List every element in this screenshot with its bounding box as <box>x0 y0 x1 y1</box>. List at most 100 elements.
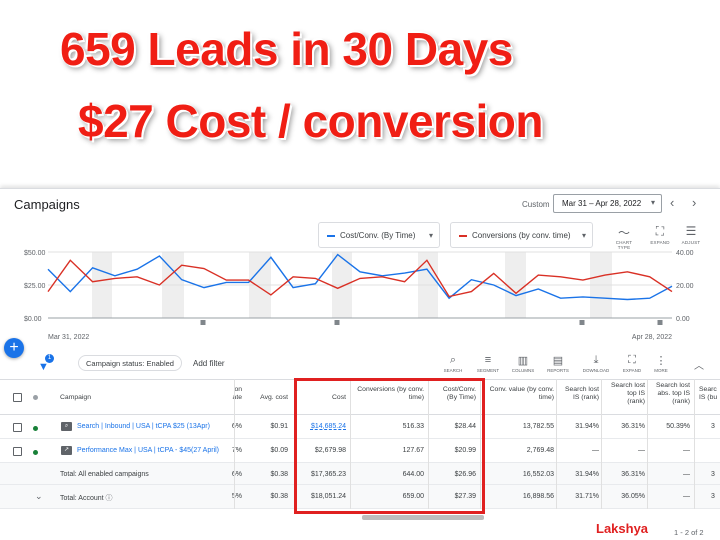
header-text: Search lost <box>610 382 645 389</box>
expand-chevron-icon[interactable]: ⌄ <box>35 491 43 501</box>
chart-adjust-button[interactable]: ☰ ADJUST <box>676 224 706 245</box>
table-expand-button[interactable]: ⛶ EXPAND <box>617 354 647 373</box>
column-divider <box>480 379 481 509</box>
search-button[interactable]: ⌕ SEARCH <box>438 354 468 373</box>
cell-partial: 6% <box>231 471 242 478</box>
cell-cost-per-conv: $26.96 <box>454 471 476 478</box>
segment-label: SEGMENT <box>476 368 500 373</box>
total-row-enabled: Total: All enabled campaigns 6% $0.38 $1… <box>0 463 720 485</box>
metric-label-cost-per-conv: Cost/Conv. (By Time) <box>340 231 416 240</box>
expand-icon: ⛶ <box>628 354 636 366</box>
filter-icon[interactable]: ▼ <box>38 361 49 373</box>
cell-cost[interactable]: $14,685.24 <box>310 423 346 430</box>
right-tick-label: 20.00 <box>676 283 694 290</box>
cell-lost-top: 36.05% <box>621 493 645 500</box>
column-header-search-lost-top[interactable]: Search lost top IS (rank) <box>603 382 645 406</box>
cell-cost: $2,679.98 <box>314 447 346 454</box>
column-divider <box>601 379 602 509</box>
table-row[interactable]: ⌕ Search | Inbound | USA | tCPA $25 (13A… <box>0 415 720 439</box>
red-swatch <box>459 234 467 237</box>
cell-lost-top: — <box>638 447 645 454</box>
metric-selector-cost-per-conv[interactable]: Cost/Conv. (By Time) ▾ <box>318 222 440 248</box>
row-checkbox[interactable] <box>13 423 22 432</box>
cell-lost-top: 36.31% <box>621 423 645 430</box>
column-header-avg-cost[interactable]: Avg. cost <box>260 394 288 401</box>
search-campaign-icon: ⌕ <box>61 422 72 431</box>
headline-cost-per-conversion: $27 Cost / conversion <box>78 95 544 147</box>
cell-lost-abs: — <box>683 493 690 500</box>
help-icon[interactable]: ⓘ <box>105 495 113 502</box>
cell-conv-value: 16,552.03 <box>522 471 554 478</box>
select-all-checkbox[interactable] <box>13 393 22 402</box>
left-tick-label: $25.00 <box>24 283 46 290</box>
more-icon: ⋮ <box>655 355 667 367</box>
caret-down-icon: ▾ <box>650 198 655 207</box>
cell-avg-cost: $0.38 <box>270 493 288 500</box>
cell-partial: 6% <box>231 423 242 430</box>
segment-button[interactable]: ≡ SEGMENT <box>473 354 503 373</box>
header-text: time) <box>538 394 554 401</box>
cell-conversions: 644.00 <box>402 471 424 478</box>
reports-button[interactable]: ▤ REPORTS <box>543 354 573 373</box>
cell-conv-value: 16,898.56 <box>522 493 554 500</box>
annotation-marker <box>200 320 206 325</box>
chevron-left-icon[interactable]: ‹ <box>670 195 675 210</box>
campaigns-header: Campaigns Custom Mar 31 – Apr 28, 2022 ▾… <box>0 189 720 219</box>
header-text: Searc <box>699 386 717 393</box>
date-range-picker[interactable]: Mar 31 – Apr 28, 2022 ▾ <box>553 194 662 213</box>
pagination-text: 1 - 2 of 2 <box>674 528 704 537</box>
column-divider <box>350 379 351 509</box>
cell-cost: $18,051.24 <box>310 493 346 500</box>
chevron-up-icon[interactable]: ︿ <box>694 361 704 372</box>
chart-type-button[interactable]: 〜 CHART TYPE <box>609 224 639 250</box>
column-header-search-partial[interactable]: Searc IS (bu <box>699 386 717 402</box>
metric-selector-conversions[interactable]: Conversions (by conv. time) ▾ <box>450 222 593 248</box>
column-header-cost[interactable]: Cost <box>332 394 346 401</box>
performance-max-icon: ↗ <box>61 446 72 455</box>
column-header-campaign[interactable]: Campaign <box>60 394 91 401</box>
table-row[interactable]: ↗ Performance Max | USA | tCPA - $45(27 … <box>0 439 720 463</box>
filter-bar: ▼ 1 Campaign status: Enabled Add filter … <box>0 349 720 377</box>
row-checkbox[interactable] <box>13 447 22 456</box>
expand-label: EXPAND <box>622 368 642 373</box>
columns-button[interactable]: ▥ COLUMNS <box>508 354 538 373</box>
column-divider <box>694 379 695 509</box>
campaign-name-link[interactable]: Performance Max | USA | tCPA - $45(27 Ap… <box>77 447 220 454</box>
cell-lost-rank: — <box>592 447 599 454</box>
add-filter-button[interactable]: Add filter <box>193 359 225 368</box>
column-header-conversions[interactable]: Conversions (by conv. time) <box>352 386 424 402</box>
more-button[interactable]: ⋮ MORE <box>646 354 676 373</box>
chart-type-label: CHART TYPE <box>615 240 633 250</box>
cell-avg-cost: $0.38 <box>270 471 288 478</box>
column-header-search-lost-abs-top[interactable]: Search lost abs. top IS (rank) <box>650 382 690 406</box>
campaign-name-link[interactable]: Search | Inbound | USA | tCPA $25 (13Apr… <box>77 423 210 430</box>
column-header-cost-per-conv[interactable]: Cost/Conv. (By Time) <box>430 386 476 402</box>
add-campaign-button[interactable]: + <box>4 338 24 358</box>
filter-chip-status[interactable]: Campaign status: Enabled <box>78 355 182 371</box>
download-button[interactable]: ⤓ DOWNLOAD <box>581 354 611 373</box>
total-row-account: ⌄ Total: Account ⓘ 5% $0.38 $18,051.24 6… <box>0 485 720 509</box>
cell-lost-abs: — <box>683 447 690 454</box>
cell-conversions: 127.67 <box>402 447 424 454</box>
cell-cost-per-conv: $28.44 <box>454 423 476 430</box>
cell-lost-abs: 50.39% <box>666 423 690 430</box>
header-text: Cost/Conv. <box>442 386 476 393</box>
column-header-search-lost-rank[interactable]: Search lost IS (rank) <box>558 386 599 402</box>
horizontal-scrollbar[interactable] <box>362 515 484 520</box>
annotation-marker <box>579 320 585 325</box>
column-header-partial[interactable]: on ate <box>225 386 242 402</box>
start-date-label: Mar 31, 2022 <box>48 334 89 341</box>
adjust-label: ADJUST <box>681 240 701 245</box>
header-text: (By Time) <box>446 394 476 401</box>
cell-cost: $17,365.23 <box>310 471 346 478</box>
left-tick-label: $0.00 <box>24 316 42 323</box>
chevron-right-icon[interactable]: › <box>692 195 697 210</box>
column-header-conv-value[interactable]: Conv. value (by conv. time) <box>486 386 554 402</box>
chart-expand-button[interactable]: ⛶ EXPAND <box>645 224 675 245</box>
blue-swatch <box>327 234 335 237</box>
performance-chart: $50.00 $25.00 $0.00 40.00 20.00 0.00 Mar 31, 2… <box>0 219 720 347</box>
header-text: ate <box>232 394 242 401</box>
columns-icon: ▥ <box>517 355 529 367</box>
right-tick-label: 0.00 <box>676 316 690 323</box>
header-text: IS (bu <box>699 394 718 401</box>
